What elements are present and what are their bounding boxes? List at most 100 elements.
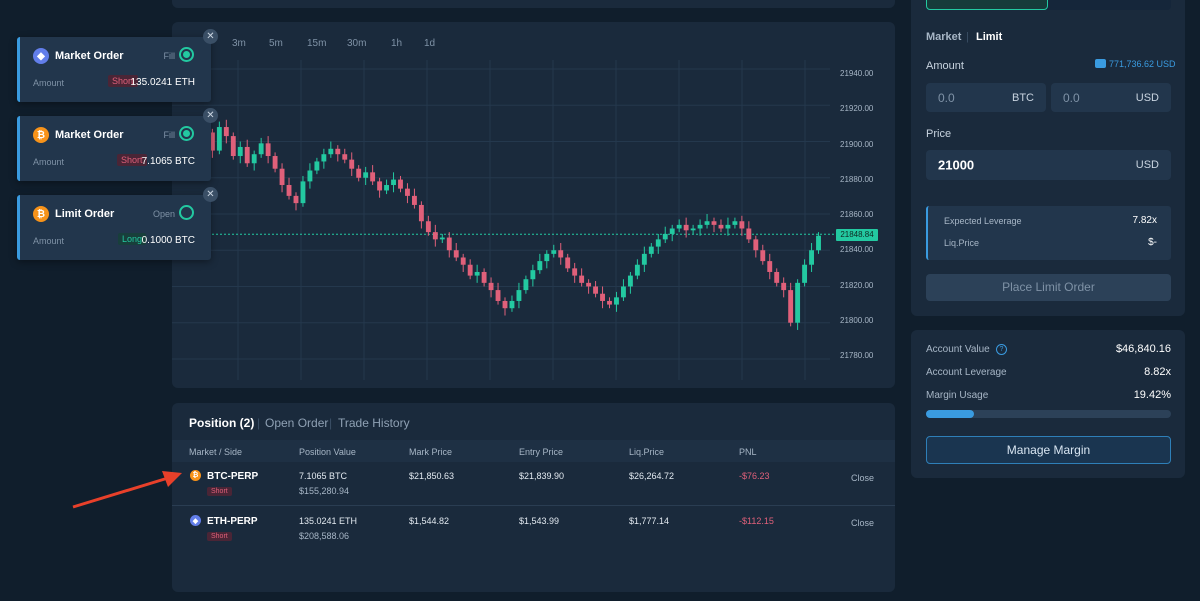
candle xyxy=(300,181,306,204)
tab-market[interactable]: Market xyxy=(926,31,962,43)
candle xyxy=(739,221,745,229)
positions-header-row xyxy=(172,440,895,462)
price-input[interactable]: 21000 USD xyxy=(926,150,1171,180)
pnl-value: -$76.23 xyxy=(739,471,770,481)
expected-leverage-value: 7.82x xyxy=(1132,215,1157,226)
toast-amount-label: Amount xyxy=(33,157,65,167)
candle xyxy=(627,275,633,287)
side-badge: Long xyxy=(118,233,147,245)
margin-usage-bar xyxy=(926,410,1171,418)
close-position-button[interactable]: Close xyxy=(851,518,875,528)
candle xyxy=(418,204,424,222)
btc-icon: ₿ xyxy=(33,206,49,222)
tab-trade-history[interactable]: Trade History xyxy=(338,416,410,430)
chart-panel xyxy=(172,22,895,388)
y-tick-label: 21920.00 xyxy=(840,104,874,113)
toast-market-order-eth[interactable]: ◆ Market Order Fill Amount Short 135.024… xyxy=(17,29,218,102)
manage-margin-button[interactable]: Manage Margin xyxy=(926,436,1171,464)
candle xyxy=(474,271,480,276)
candle xyxy=(432,232,438,240)
close-icon[interactable]: ✕ xyxy=(203,29,218,44)
timeframe-1h[interactable]: 1h xyxy=(391,38,403,49)
candle xyxy=(600,293,605,301)
candle xyxy=(662,233,668,240)
close-position-button[interactable]: Close xyxy=(851,473,875,483)
candle xyxy=(321,154,327,162)
place-limit-order-button[interactable]: Place Limit Order xyxy=(926,274,1171,301)
candle xyxy=(614,297,619,305)
tab-positions[interactable]: Position (2) xyxy=(189,416,255,430)
timeframe-15m[interactable]: 15m xyxy=(307,38,327,49)
toast-market-order-btc[interactable]: ₿ Market Order Fill Amount Short 7.1065 … xyxy=(17,108,218,181)
candle xyxy=(523,279,529,291)
timeframe-30m[interactable]: 30m xyxy=(347,38,367,49)
y-tick-label: 21800.00 xyxy=(840,316,874,325)
candle xyxy=(391,179,396,186)
close-icon[interactable]: ✕ xyxy=(203,108,218,123)
toast-title: Market Order xyxy=(55,129,124,141)
market-name[interactable]: BTC-PERP xyxy=(207,471,259,482)
candle xyxy=(607,300,612,305)
amount-btc-input[interactable]: 0.0 BTC xyxy=(926,83,1046,112)
manage-margin-label: Manage Margin xyxy=(1006,443,1091,457)
candle xyxy=(509,300,515,309)
candle xyxy=(565,257,571,269)
info-icon[interactable]: ? xyxy=(996,344,1007,355)
margin-usage-fill xyxy=(926,410,974,418)
amount-usd-input[interactable]: 0.0 USD xyxy=(1051,83,1171,112)
amount-btc-unit: BTC xyxy=(1012,91,1034,104)
account-value-label: Account Value xyxy=(926,344,990,355)
close-icon[interactable]: ✕ xyxy=(203,187,218,202)
candle xyxy=(802,264,808,283)
tab-open-order[interactable]: Open Order xyxy=(265,416,329,430)
candle xyxy=(586,282,592,287)
candle xyxy=(425,221,431,233)
toast-status: Fill xyxy=(163,51,176,61)
tab-limit[interactable]: Limit xyxy=(976,31,1003,43)
timeframe-1d[interactable]: 1d xyxy=(424,38,436,49)
candle xyxy=(251,154,257,164)
long-short-toggle[interactable] xyxy=(926,0,1171,10)
candle xyxy=(328,148,334,155)
candle xyxy=(669,228,675,234)
candle xyxy=(746,228,752,240)
candle xyxy=(530,270,536,280)
timeframe-5m[interactable]: 5m xyxy=(269,38,283,49)
candle xyxy=(641,253,647,265)
col-pnl: PNL xyxy=(739,447,757,457)
candle xyxy=(460,257,466,265)
filled-status-icon xyxy=(179,126,194,141)
table-row xyxy=(172,462,895,506)
candle xyxy=(377,181,383,191)
price-chart[interactable] xyxy=(172,60,895,388)
candle xyxy=(363,172,369,178)
candle xyxy=(356,168,362,178)
candle xyxy=(446,237,452,251)
toast-limit-order-btc[interactable]: ₿ Limit Order Open Amount Long 0.1000 BT… xyxy=(17,187,218,260)
market-name[interactable]: ETH-PERP xyxy=(207,516,258,527)
side-badge: Short xyxy=(117,154,147,166)
candle xyxy=(572,268,578,276)
candle xyxy=(781,282,787,291)
candle xyxy=(314,161,320,171)
candle xyxy=(244,146,250,164)
candle xyxy=(223,127,229,137)
entry-price: $1,543.99 xyxy=(519,516,560,526)
candle xyxy=(774,271,780,283)
long-toggle-button[interactable] xyxy=(926,0,1048,10)
candle xyxy=(690,228,696,231)
position-size: 135.0241 ETH xyxy=(299,516,358,526)
position-value: $208,588.06 xyxy=(299,531,350,541)
candle xyxy=(634,264,640,276)
candle xyxy=(767,261,773,272)
toast-title: Limit Order xyxy=(55,208,115,220)
timeframe-3m[interactable]: 3m xyxy=(232,38,246,49)
candle xyxy=(704,221,710,225)
candle xyxy=(697,224,703,229)
amount-label: Amount xyxy=(926,60,964,72)
candle xyxy=(453,250,459,258)
y-tick-label: 21860.00 xyxy=(840,210,874,219)
entry-price: $21,839.90 xyxy=(519,471,565,481)
candle xyxy=(370,172,376,182)
toast-amount-label: Amount xyxy=(33,78,65,88)
